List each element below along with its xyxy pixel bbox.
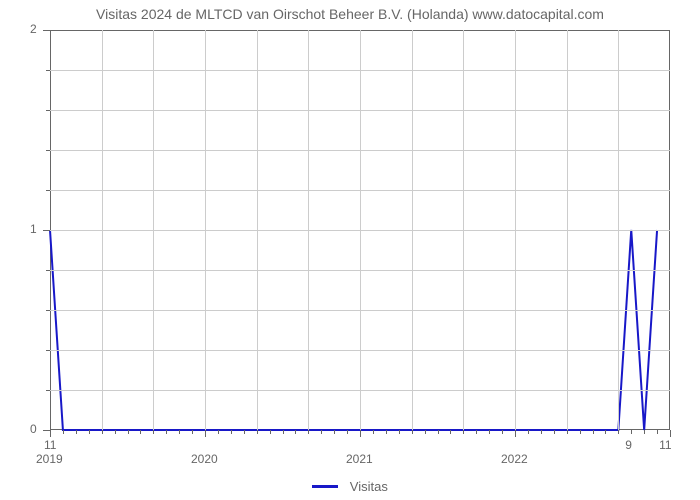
x-tick-minor: [399, 430, 400, 434]
x-tick-minor: [321, 430, 322, 434]
x-tick-minor: [128, 430, 129, 434]
x-tick-minor: [438, 430, 439, 434]
x-tick-minor: [270, 430, 271, 434]
y-tick-major: [43, 430, 50, 431]
y-tick-major: [43, 30, 50, 31]
grid-line-horizontal: [50, 390, 670, 391]
x-tick-minor: [450, 430, 451, 434]
x-tick-minor: [115, 430, 116, 434]
x-axis-label: 2022: [501, 452, 528, 466]
x-tick-minor: [554, 430, 555, 434]
x-tick-minor: [489, 430, 490, 434]
x-tick-major: [50, 430, 51, 437]
legend-swatch: [312, 485, 338, 488]
grid-line-horizontal: [50, 150, 670, 151]
grid-line-horizontal: [50, 350, 670, 351]
x-tick-minor: [63, 430, 64, 434]
x-tick-major: [670, 430, 671, 437]
grid-line-horizontal: [50, 110, 670, 111]
chart-container: { "chart": { "type": "line", "title": "V…: [0, 0, 700, 500]
x-tick-minor: [541, 430, 542, 434]
grid-line-horizontal: [50, 310, 670, 311]
x-tick-minor: [244, 430, 245, 434]
x-tick-minor: [580, 430, 581, 434]
x-tick-minor: [528, 430, 529, 434]
y-tick-minor: [46, 110, 50, 111]
y-axis-label: 0: [30, 422, 37, 436]
x-tick-minor: [347, 430, 348, 434]
grid-line-horizontal: [50, 70, 670, 71]
grid-line-horizontal: [50, 230, 670, 231]
y-tick-minor: [46, 310, 50, 311]
x-tick-minor: [179, 430, 180, 434]
x-tick-minor: [231, 430, 232, 434]
x-tick-minor: [502, 430, 503, 434]
x-tick-minor: [618, 430, 619, 434]
legend: Visitas: [0, 478, 700, 494]
y-tick-minor: [46, 70, 50, 71]
x-tick-minor: [166, 430, 167, 434]
x-tick-minor: [644, 430, 645, 434]
x-tick-minor: [334, 430, 335, 434]
x-axis-label: 2020: [191, 452, 218, 466]
x-tick-minor: [102, 430, 103, 434]
legend-label: Visitas: [350, 479, 388, 494]
x-tick-minor: [295, 430, 296, 434]
x-tick-minor: [373, 430, 374, 434]
x-tick-minor: [657, 430, 658, 434]
x-axis-label: 2021: [346, 452, 373, 466]
x-tick-minor: [76, 430, 77, 434]
y-tick-minor: [46, 390, 50, 391]
series-line-layer: [0, 0, 700, 500]
x-tick-minor: [593, 430, 594, 434]
x-tick-minor: [257, 430, 258, 434]
data-point-label: 9: [625, 438, 632, 452]
y-tick-major: [43, 230, 50, 231]
y-tick-minor: [46, 350, 50, 351]
y-axis-label: 1: [30, 222, 37, 236]
x-tick-minor: [412, 430, 413, 434]
x-tick-minor: [283, 430, 284, 434]
x-tick-minor: [476, 430, 477, 434]
x-tick-minor: [386, 430, 387, 434]
grid-line-horizontal: [50, 190, 670, 191]
y-axis-label: 2: [30, 22, 37, 36]
x-tick-minor: [89, 430, 90, 434]
x-axis-label: 2019: [36, 452, 63, 466]
data-point-label: 11: [44, 438, 56, 452]
x-tick-major: [515, 430, 516, 437]
x-tick-minor: [425, 430, 426, 434]
x-tick-minor: [605, 430, 606, 434]
x-tick-minor: [463, 430, 464, 434]
x-tick-minor: [140, 430, 141, 434]
x-tick-minor: [567, 430, 568, 434]
x-tick-minor: [192, 430, 193, 434]
x-tick-minor: [308, 430, 309, 434]
y-tick-minor: [46, 150, 50, 151]
y-tick-minor: [46, 270, 50, 271]
x-tick-minor: [631, 430, 632, 434]
x-tick-major: [360, 430, 361, 437]
data-point-label: 11: [659, 438, 671, 452]
x-tick-major: [205, 430, 206, 437]
grid-line-horizontal: [50, 270, 670, 271]
y-tick-minor: [46, 190, 50, 191]
x-tick-minor: [218, 430, 219, 434]
x-tick-minor: [153, 430, 154, 434]
